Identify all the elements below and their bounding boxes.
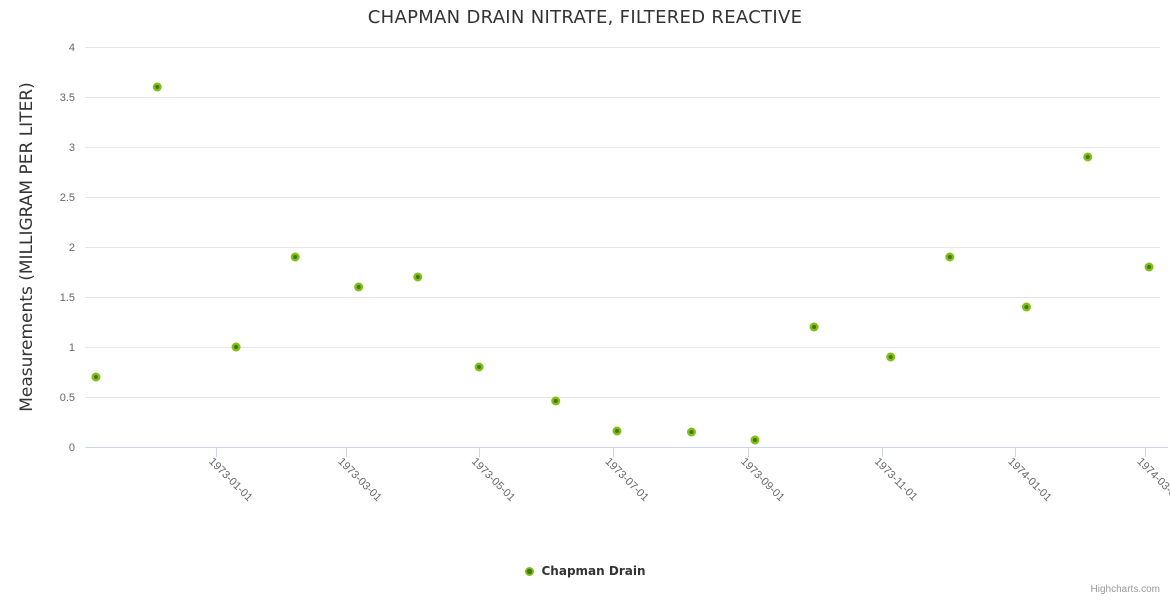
x-axis-tick-label: 1973-01-01: [206, 456, 254, 504]
y-axis-tick-label: 4: [69, 42, 75, 54]
y-axis-tick-label: 0: [69, 442, 75, 454]
data-point-center: [553, 399, 558, 403]
data-point-center: [689, 430, 694, 434]
data-point-center: [888, 355, 893, 359]
y-axis-tick-label: 2.5: [60, 192, 75, 204]
x-axis-tick-label: 1973-05-01: [469, 456, 517, 504]
data-point-center: [93, 375, 98, 379]
y-axis-tick-label: 1.5: [60, 292, 75, 304]
data-point-center: [293, 255, 298, 259]
x-axis-tick-label: 1973-07-01: [603, 456, 651, 504]
data-point-center: [155, 85, 160, 89]
data-point-center: [947, 255, 952, 259]
data-point-center: [615, 429, 620, 433]
x-axis-tick-label: 1973-03-01: [335, 456, 383, 504]
data-point-center: [234, 345, 239, 349]
legend-item-chapman-drain[interactable]: Chapman Drain: [0, 562, 1170, 580]
y-axis-tick-label: 3.5: [60, 92, 75, 104]
data-point-center: [415, 275, 420, 279]
data-point-center: [1085, 155, 1090, 159]
y-axis-tick-label: 3: [69, 142, 75, 154]
data-point-center: [356, 285, 361, 289]
highcharts-credits-link[interactable]: Highcharts.com: [1090, 584, 1160, 595]
x-axis-tick-label: 1974-01-01: [1005, 456, 1053, 504]
data-point-center: [752, 438, 757, 442]
x-axis-tick-label: 1973-09-01: [738, 456, 786, 504]
data-point-center: [477, 365, 482, 369]
x-axis-tick-label: 1974-03-01: [1135, 456, 1170, 504]
data-point-center: [812, 325, 817, 329]
x-axis-tick-label: 1973-11-01: [872, 456, 920, 504]
data-point-center: [1024, 305, 1029, 309]
y-axis-tick-label: 1: [69, 342, 75, 354]
legend-marker-icon: [524, 566, 534, 576]
data-point-center: [1147, 265, 1152, 269]
y-axis-tick-label: 0.5: [60, 392, 75, 404]
legend-label: Chapman Drain: [541, 564, 646, 578]
y-axis-tick-label: 2: [69, 242, 75, 254]
chart-title: CHAPMAN DRAIN NITRATE, FILTERED REACTIVE: [367, 7, 803, 28]
